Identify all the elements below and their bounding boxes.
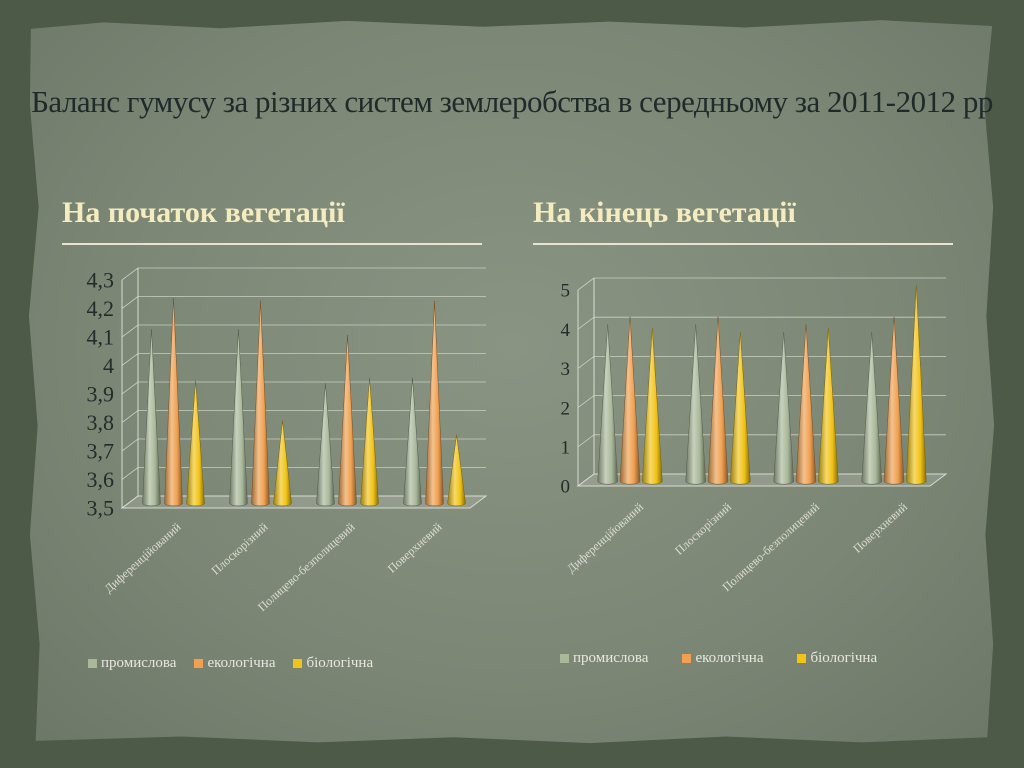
y-tick-label-start: 3,5 (87, 496, 115, 521)
cone-start-1-2 (273, 420, 292, 507)
y-tick-label-start: 4,1 (87, 325, 115, 350)
cone-start-2-2 (360, 377, 379, 507)
legend-swatch (682, 654, 692, 663)
category-label-end: Полицево-безполицевий (719, 499, 822, 594)
cone-start-3-1 (425, 300, 444, 507)
legend-item-start: екологічна (194, 655, 275, 672)
y-tick-label-start: 3,7 (87, 439, 115, 464)
legend-item-end: біологічна (797, 650, 877, 667)
legend-item-end: екологічна (682, 650, 763, 667)
cone-start-0-2 (186, 380, 205, 507)
y-tick-label-end: 1 (561, 437, 571, 458)
y-tick-label-end: 3 (561, 359, 571, 380)
cone-start-0-0 (142, 329, 161, 507)
legend-label: екологічна (207, 655, 276, 671)
legend-label: біологічна (306, 655, 374, 671)
legend-label: промислова (573, 650, 649, 666)
cone-start-3-0 (403, 377, 422, 507)
legend-label: біологічна (810, 650, 878, 666)
y-tick-label-start: 4 (103, 353, 114, 378)
cone-end-3-2 (906, 285, 927, 485)
cone-end-0-1 (619, 316, 641, 485)
legend-swatch (560, 654, 569, 663)
legend-swatch (797, 654, 807, 663)
left-subtitle-rule (62, 243, 482, 245)
cone-start-3-2 (447, 434, 466, 507)
cone-end-3-1 (883, 316, 905, 485)
category-label-end: Поверхневий (850, 499, 910, 555)
cones-start (142, 297, 466, 507)
legend-label: екологічна (695, 650, 764, 666)
cone-end-2-0 (773, 332, 794, 485)
cone-end-0-2 (642, 328, 663, 485)
category-label-end: Диференційований (564, 499, 646, 575)
left-chart-subtitle: На початок вегетації (62, 196, 345, 229)
cone-end-2-1 (795, 324, 817, 485)
y-tick-label-start: 3,8 (87, 410, 115, 435)
right-chart-legend: промислова екологічна біологічна (560, 650, 911, 667)
y-tick-label-start: 3,9 (87, 382, 115, 407)
cone-start-2-0 (316, 383, 335, 507)
slide-title: Баланс гумусу за різних систем землеробс… (31, 84, 993, 119)
y-tick-label-start: 4,2 (87, 296, 115, 321)
legend-item-end: промислова (560, 650, 648, 667)
cone-start-2-1 (338, 335, 357, 507)
cones-end (597, 285, 927, 485)
cone-start-0-1 (164, 297, 183, 507)
legend-item-start: промислова (88, 655, 176, 672)
y-tick-label-end: 4 (561, 320, 571, 341)
legend-label: промислова (101, 655, 177, 671)
legend-swatch (194, 659, 204, 668)
y-tick-label-start: 4,3 (87, 268, 115, 293)
y-tick-label-end: 0 (561, 477, 571, 498)
cone-end-1-0 (685, 324, 706, 485)
y-tick-label-end: 5 (561, 281, 571, 302)
legend-swatch (293, 659, 303, 668)
y-tick-label-end: 2 (561, 398, 571, 419)
cone-end-3-0 (861, 332, 882, 485)
legend-item-start: біологічна (293, 655, 373, 672)
cone-start-1-1 (251, 300, 270, 507)
right-subtitle-rule (533, 243, 953, 245)
left-chart-legend: промислова екологічна біологічна (88, 655, 391, 672)
cone-end-2-2 (818, 328, 839, 485)
legend-swatch (88, 659, 97, 668)
category-label-end: Плоскорізний (672, 499, 734, 557)
cone-end-1-2 (730, 332, 751, 485)
cone-end-0-0 (597, 324, 618, 485)
right-chart-subtitle: На кінець вегетації (533, 196, 796, 229)
cone-end-1-1 (707, 316, 729, 485)
cone-start-1-0 (229, 329, 248, 507)
y-tick-label-start: 3,6 (87, 467, 115, 492)
